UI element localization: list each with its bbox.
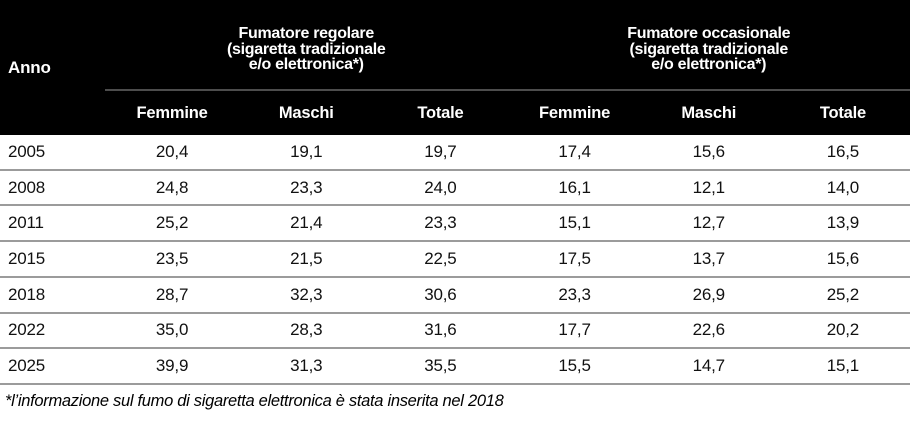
value-cell: 21,4 <box>290 213 323 233</box>
value-cell: 15,1 <box>558 213 591 233</box>
value-cell: 25,2 <box>826 284 860 304</box>
value-cell: 28,3 <box>290 320 323 340</box>
group-header-fumatore-occasionale: Fumatore occasionale (sigaretta tradizio… <box>508 0 910 89</box>
year-cell: 2008 <box>8 177 46 197</box>
value-cell: 24,0 <box>424 177 457 197</box>
value-cell: 21,5 <box>290 248 323 268</box>
value-cell: 19,1 <box>290 141 323 161</box>
value-cell: 31,6 <box>424 320 457 340</box>
column-header-femmine-occasionale: Femmine <box>507 89 642 135</box>
value-cell: 26,9 <box>692 284 725 304</box>
table-row-2018: 2018 28,7 32,3 30,6 23,3 26,9 25,2 <box>0 278 910 314</box>
value-cell: 30,6 <box>424 284 457 304</box>
value-cell: 17,7 <box>558 320 591 340</box>
group-header-fumatore-regolare: Fumatore regolare (sigaretta tradizional… <box>105 0 508 89</box>
year-cell: 2018 <box>8 284 46 304</box>
value-cell: 22,6 <box>692 320 725 340</box>
table-row-2011: 2011 25,2 21,4 23,3 15,1 12,7 13,9 <box>0 206 910 243</box>
column-header-totale-regolare: Totale <box>373 89 508 135</box>
table-row-2022: 2022 35,0 28,3 31,6 17,7 22,6 20,2 <box>0 314 910 350</box>
value-cell: 23,3 <box>290 177 323 197</box>
value-cell: 17,4 <box>558 141 591 161</box>
value-cell: 16,5 <box>826 141 860 161</box>
column-header-maschi-occasionale: Maschi <box>641 89 776 135</box>
value-cell: 32,3 <box>290 284 323 304</box>
column-header-maschi-regolare: Maschi <box>239 89 374 135</box>
group-title-line: (sigaretta tradizionale <box>629 40 789 58</box>
table-body: 2005 20,4 19,1 19,7 17,4 15,6 16,5 2008 … <box>0 135 910 385</box>
value-cell: 14,0 <box>826 177 860 197</box>
value-cell: 39,9 <box>155 356 189 376</box>
value-cell: 22,5 <box>424 248 457 268</box>
value-cell: 35,0 <box>155 320 189 340</box>
value-cell: 20,2 <box>826 320 860 340</box>
value-cell: 15,1 <box>826 356 860 376</box>
value-cell: 12,1 <box>692 177 725 197</box>
value-cell: 19,7 <box>424 141 457 161</box>
value-cell: 25,2 <box>155 213 189 233</box>
value-cell: 15,6 <box>692 141 725 161</box>
column-header-totale-occasionale: Totale <box>775 89 910 135</box>
value-cell: 24,8 <box>155 177 189 197</box>
table-row-2008: 2008 24,8 23,3 24,0 16,1 12,1 14,0 <box>0 171 910 207</box>
value-cell: 15,6 <box>826 248 860 268</box>
value-cell: 13,9 <box>826 213 860 233</box>
value-cell: 23,3 <box>424 213 457 233</box>
year-cell: 2022 <box>8 320 46 340</box>
table-footnote: *l’informazione sul fumo di sigaretta el… <box>5 391 504 410</box>
value-cell: 35,5 <box>424 356 457 376</box>
value-cell: 28,7 <box>155 284 189 304</box>
group-title-line: Fumatore occasionale <box>627 25 791 43</box>
column-header-femmine-regolare: Femmine <box>105 89 240 135</box>
value-cell: 14,7 <box>692 356 725 376</box>
group-title-line: (sigaretta tradizionale <box>227 40 386 58</box>
table-header: Anno Fumatore regolare (sigaretta tradiz… <box>0 0 910 135</box>
anno-column-header: Anno <box>8 57 51 77</box>
group-title-line: Fumatore regolare <box>238 25 375 43</box>
value-cell: 15,5 <box>558 356 591 376</box>
value-cell: 23,3 <box>558 284 591 304</box>
year-cell: 2011 <box>8 213 44 233</box>
value-cell: 12,7 <box>692 213 725 233</box>
year-cell: 2005 <box>8 141 46 161</box>
group-title-line: e/o elettronica*) <box>248 56 364 74</box>
value-cell: 17,5 <box>558 248 591 268</box>
value-cell: 31,3 <box>290 356 323 376</box>
table-row-2005: 2005 20,4 19,1 19,7 17,4 15,6 16,5 <box>0 135 910 171</box>
table-row-2015: 2015 23,5 21,5 22,5 17,5 13,7 15,6 <box>0 242 910 278</box>
value-cell: 16,1 <box>558 177 591 197</box>
value-cell: 13,7 <box>692 248 725 268</box>
table-row-2025: 2025 39,9 31,3 35,5 15,5 14,7 15,1 <box>0 349 910 385</box>
group-title-line: e/o elettronica*) <box>651 56 767 74</box>
value-cell: 23,5 <box>155 248 189 268</box>
year-cell: 2025 <box>8 356 46 376</box>
value-cell: 20,4 <box>155 141 189 161</box>
year-cell: 2015 <box>8 248 46 268</box>
